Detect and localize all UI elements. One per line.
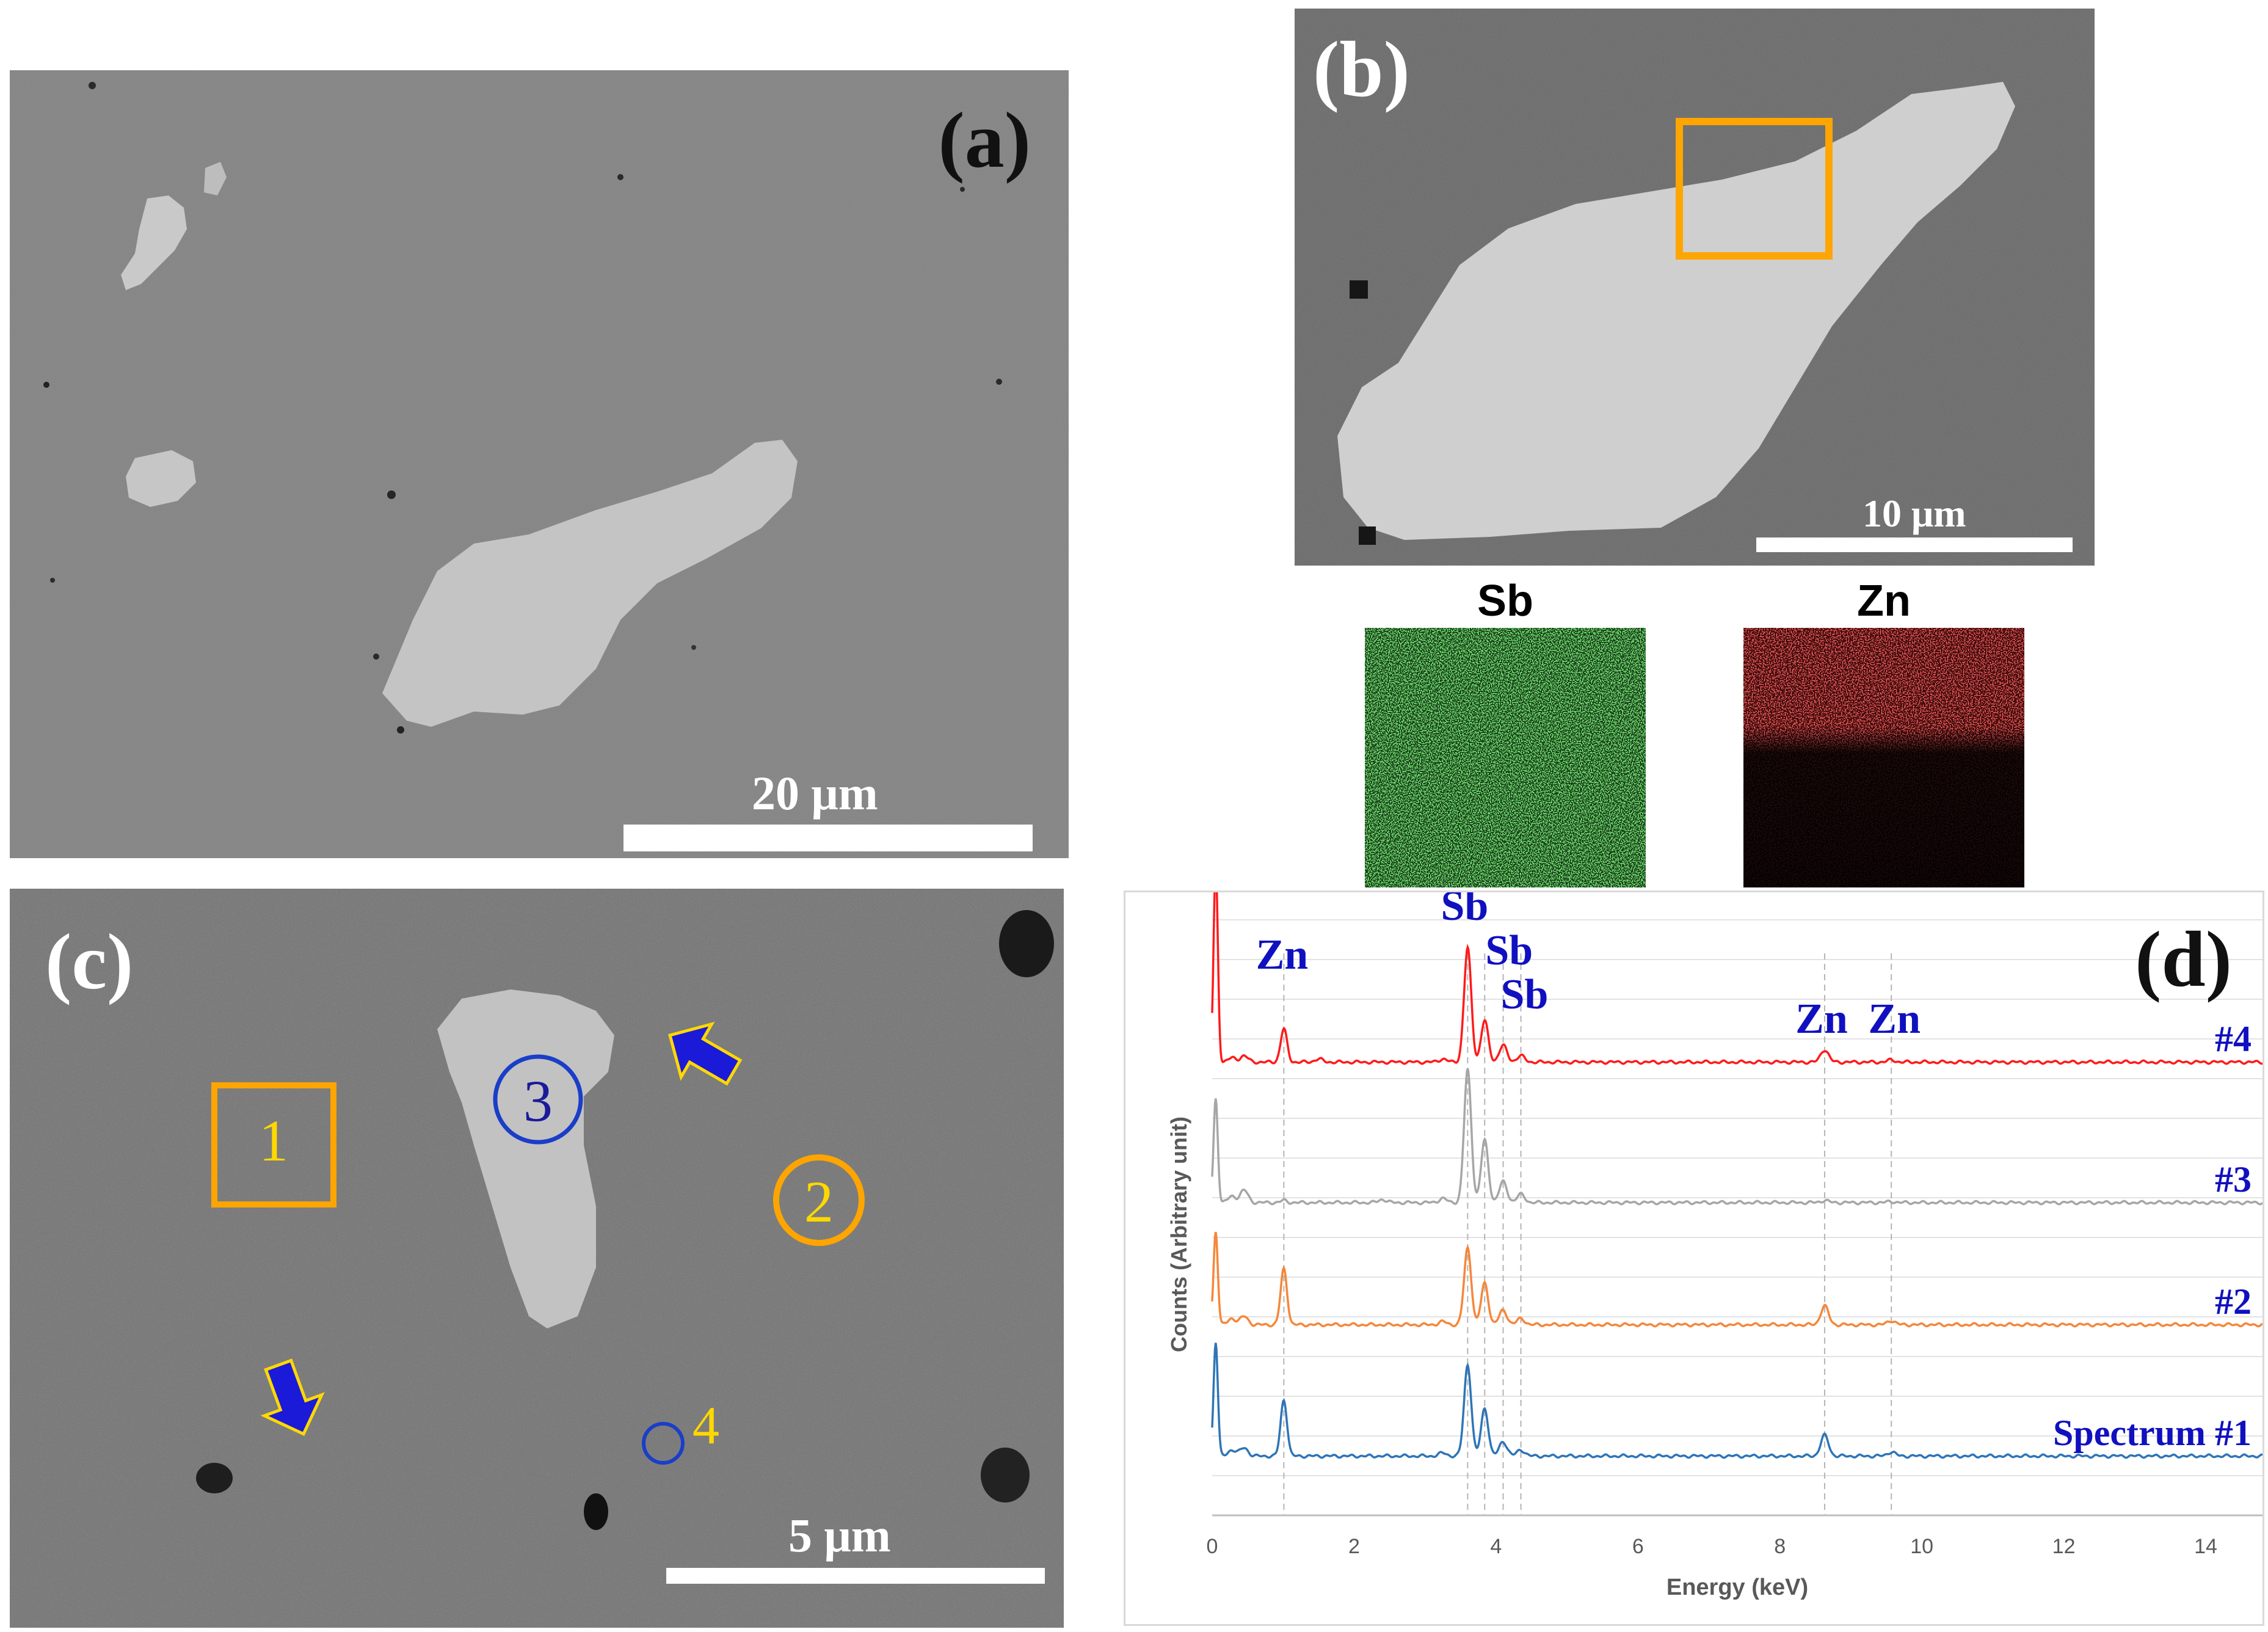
scale-bar-label-a: 20 μm bbox=[752, 767, 878, 820]
main-particle bbox=[382, 440, 798, 727]
scale-bar-label-c: 5 μm bbox=[788, 1509, 891, 1562]
eds-map-sb-dots bbox=[1365, 628, 1646, 887]
dark-spot bbox=[584, 1493, 608, 1530]
map-title-sb: Sb bbox=[1477, 577, 1533, 625]
marker-4-label: 4 bbox=[692, 1396, 719, 1455]
spectrum-line bbox=[1211, 1068, 2263, 1206]
marker-2-label: 2 bbox=[804, 1169, 834, 1234]
series-label: Spectrum #1 bbox=[2053, 1413, 2252, 1453]
x-tick-label: 4 bbox=[1490, 1535, 1502, 1558]
spectrum-line bbox=[1211, 892, 2263, 1065]
peak-label: Zn bbox=[1795, 996, 1848, 1043]
sem-texture-c: 1 2 3 4 bbox=[10, 889, 1064, 1628]
spectrum-line bbox=[1211, 1231, 2263, 1328]
panel-label-d: (d) bbox=[2135, 916, 2232, 1004]
series-label: #2 bbox=[2215, 1281, 2252, 1322]
sem-image-c: 1 2 3 4 (c) 5 μm bbox=[10, 889, 1064, 1628]
particle-small bbox=[126, 450, 196, 507]
x-tick-label: 10 bbox=[1910, 1535, 1933, 1558]
panel-label-c: (c) bbox=[45, 918, 134, 1006]
particle-small bbox=[121, 195, 187, 290]
marker-3-label: 3 bbox=[523, 1068, 553, 1134]
arrow-icon bbox=[260, 1358, 325, 1437]
eds-map-zn-dots bbox=[1743, 628, 2024, 887]
marker-2-circle bbox=[773, 1154, 865, 1246]
peak-label: Sb bbox=[1485, 927, 1533, 974]
dark-spot bbox=[1359, 526, 1376, 545]
main-particle bbox=[1337, 82, 2015, 540]
sem-texture-b bbox=[1295, 9, 2095, 566]
panel-label-b: (b) bbox=[1313, 26, 1410, 114]
scale-bar-b bbox=[1756, 537, 2073, 552]
marker-3-circle bbox=[493, 1054, 583, 1145]
dark-spot bbox=[999, 910, 1054, 977]
scale-bar-c bbox=[666, 1568, 1045, 1584]
peak-label: Zn bbox=[1868, 996, 1921, 1043]
marker-1-label: 1 bbox=[259, 1108, 288, 1173]
dark-spot bbox=[196, 1463, 233, 1493]
map-region-box bbox=[1676, 118, 1833, 260]
dark-spot bbox=[1350, 280, 1368, 299]
peak-label: Sb bbox=[1501, 971, 1549, 1018]
sem-image-a: (a) 20 μm bbox=[10, 70, 1069, 858]
x-axis-label: Energy (keV) bbox=[1666, 1575, 1808, 1600]
y-axis-label: Counts (Arbitrary unit) bbox=[1166, 1117, 1191, 1352]
arrow-icon bbox=[668, 1021, 743, 1086]
map-title-zn: Zn bbox=[1857, 577, 1911, 625]
peak-label: Sb bbox=[1441, 892, 1488, 930]
scale-bar-a bbox=[623, 825, 1033, 851]
spectrum-line bbox=[1211, 1342, 2263, 1459]
dark-spot bbox=[981, 1448, 1030, 1503]
series-label: #4 bbox=[2215, 1019, 2252, 1059]
scale-bar-label-b: 10 μm bbox=[1863, 492, 1966, 535]
chart-svg: #4 #3 #2 Spectrum #1 0 2 4 6 8 10 12 14 Energy (keV)… bbox=[1166, 892, 2263, 1600]
eds-map-zn bbox=[1743, 628, 2024, 887]
x-tick-label: 8 bbox=[1774, 1535, 1786, 1558]
particle-small bbox=[204, 162, 227, 195]
sem-image-b: (b) 10 μm bbox=[1295, 9, 2095, 566]
eds-spectra-chart: #4 #3 #2 Spectrum #1 0 2 4 6 8 10 12 14 Energy (keV)… bbox=[1124, 891, 2264, 1626]
x-tick-label: 2 bbox=[1348, 1535, 1360, 1558]
x-tick-label: 6 bbox=[1632, 1535, 1644, 1558]
x-tick-label: 0 bbox=[1207, 1535, 1218, 1558]
eds-map-sb bbox=[1365, 628, 1646, 887]
sem-texture-a bbox=[10, 70, 1069, 858]
x-tick-label: 14 bbox=[2194, 1535, 2217, 1558]
x-tick-label: 12 bbox=[2052, 1535, 2076, 1558]
peak-label: Zn bbox=[1256, 931, 1309, 978]
marker-4-circle bbox=[642, 1422, 685, 1465]
series-label: #3 bbox=[2215, 1159, 2252, 1200]
panel-label-a: (a) bbox=[938, 97, 1031, 184]
marker-1-box bbox=[211, 1082, 336, 1208]
